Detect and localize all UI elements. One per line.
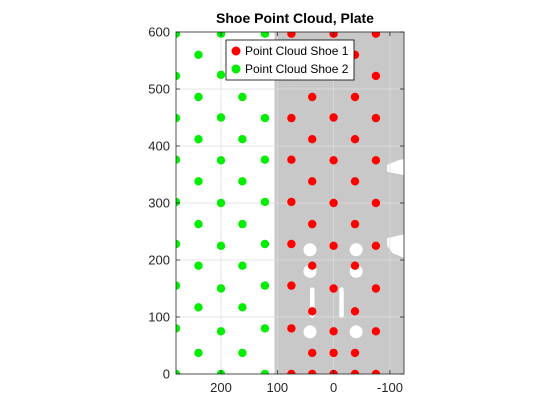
data-point-shoe-2 [238, 303, 247, 312]
data-point-shoe-2 [260, 369, 270, 374]
data-point-shoe-2 [216, 284, 226, 293]
data-point-shoe-2 [216, 327, 226, 336]
data-point-shoe-2 [176, 281, 181, 290]
data-point-shoe-1 [371, 156, 381, 165]
data-point-shoe-2 [260, 113, 270, 123]
data-point-shoe-1 [287, 281, 296, 290]
data-point-shoe-1 [287, 197, 296, 207]
data-point-shoe-2 [176, 32, 181, 38]
data-point-shoe-2 [194, 92, 203, 102]
y-tick-label: 600 [148, 25, 170, 40]
data-point-shoe-2 [176, 239, 181, 249]
data-point-shoe-1 [350, 135, 360, 144]
data-point-shoe-1 [308, 219, 317, 229]
data-point-shoe-1 [329, 348, 338, 358]
data-point-shoe-2 [216, 241, 226, 250]
data-point-shoe-2 [194, 219, 203, 229]
data-point-shoe-2 [260, 32, 270, 38]
legend-label-shoe-2: Point Cloud Shoe 2 [245, 62, 349, 76]
chart-title: Shoe Point Cloud, Plate [216, 10, 374, 26]
legend-label-shoe-1: Point Cloud Shoe 1 [245, 44, 349, 58]
data-point-shoe-1 [308, 261, 317, 270]
data-point-shoe-1 [350, 177, 360, 186]
x-tick-label: -100 [377, 380, 403, 395]
data-point-shoe-1 [308, 348, 317, 358]
data-point-shoe-2 [260, 197, 270, 207]
y-tick-label: 100 [148, 310, 170, 325]
data-point-shoe-1 [287, 369, 296, 374]
legend-marker-shoe-1 [231, 46, 241, 56]
data-point-shoe-2 [238, 135, 247, 144]
data-point-shoe-1 [371, 71, 381, 81]
data-point-shoe-2 [216, 70, 226, 80]
data-point-shoe-1 [287, 155, 296, 164]
y-tick-label: 400 [148, 139, 170, 154]
data-point-shoe-1 [308, 92, 317, 102]
x-tick-label: 100 [266, 380, 288, 395]
data-point-shoe-1 [329, 327, 338, 336]
data-point-shoe-1 [350, 369, 360, 374]
data-point-shoe-1 [308, 177, 317, 186]
data-point-shoe-1 [371, 327, 381, 336]
data-point-shoe-1 [308, 307, 317, 316]
x-tick-label: 200 [210, 380, 232, 395]
y-tick-label: 500 [148, 82, 170, 97]
data-point-shoe-2 [194, 303, 203, 312]
data-point-shoe-2 [238, 348, 247, 358]
data-point-shoe-1 [371, 284, 381, 293]
data-point-shoe-2 [260, 155, 270, 164]
data-point-shoe-1 [329, 284, 338, 293]
data-point-shoe-2 [194, 348, 203, 358]
data-point-shoe-1 [350, 219, 360, 229]
data-point-shoe-2 [260, 324, 270, 333]
data-point-shoe-1 [329, 241, 338, 250]
data-point-shoe-1 [287, 239, 296, 249]
data-point-shoe-2 [194, 261, 203, 270]
data-point-shoe-1 [329, 198, 338, 208]
legend-marker-shoe-2 [231, 64, 241, 74]
data-point-shoe-2 [176, 155, 181, 164]
x-tick-label: 0 [330, 380, 337, 395]
data-point-shoe-1 [371, 32, 381, 38]
data-point-shoe-2 [194, 50, 203, 59]
legend-box [225, 39, 355, 81]
data-point-shoe-2 [260, 239, 270, 249]
y-tick-label: 300 [148, 196, 170, 211]
plot-area: 200 100 0 -100 0 100 200 300 400 500 600 [148, 25, 405, 395]
data-point-shoe-2 [216, 198, 226, 208]
data-point-shoe-2 [176, 324, 181, 333]
data-point-shoe-2 [194, 135, 203, 144]
data-point-shoe-2 [238, 92, 247, 102]
data-point-shoe-1 [287, 32, 296, 38]
data-point-shoe-1 [371, 198, 381, 208]
data-point-shoe-1 [329, 156, 338, 165]
data-point-shoe-2 [176, 197, 181, 207]
data-point-shoe-1 [371, 113, 381, 123]
data-point-shoe-2 [238, 177, 247, 186]
data-point-shoe-2 [176, 113, 181, 123]
data-point-shoe-1 [371, 369, 381, 374]
data-point-shoe-1 [350, 261, 360, 270]
data-point-shoe-1 [350, 307, 360, 316]
data-point-shoe-2 [260, 281, 270, 290]
data-point-shoe-1 [308, 369, 317, 374]
data-point-shoe-2 [176, 369, 181, 374]
y-tick-label: 200 [148, 253, 170, 268]
data-point-shoe-2 [238, 219, 247, 229]
data-point-shoe-1 [329, 113, 338, 122]
data-point-shoe-2 [176, 71, 181, 81]
y-tick-label: 0 [163, 367, 170, 382]
data-point-shoe-2 [238, 261, 247, 270]
data-point-shoe-2 [194, 177, 203, 186]
data-point-shoe-1 [350, 348, 360, 358]
data-point-shoe-1 [308, 135, 317, 144]
data-point-shoe-1 [287, 324, 296, 333]
data-point-shoe-1 [287, 113, 296, 123]
data-point-shoe-1 [371, 241, 381, 250]
data-point-shoe-1 [350, 92, 360, 102]
legend: Point Cloud Shoe 1 Point Cloud Shoe 2 [225, 39, 355, 81]
data-point-shoe-2 [216, 156, 226, 165]
data-point-shoe-2 [216, 113, 226, 122]
